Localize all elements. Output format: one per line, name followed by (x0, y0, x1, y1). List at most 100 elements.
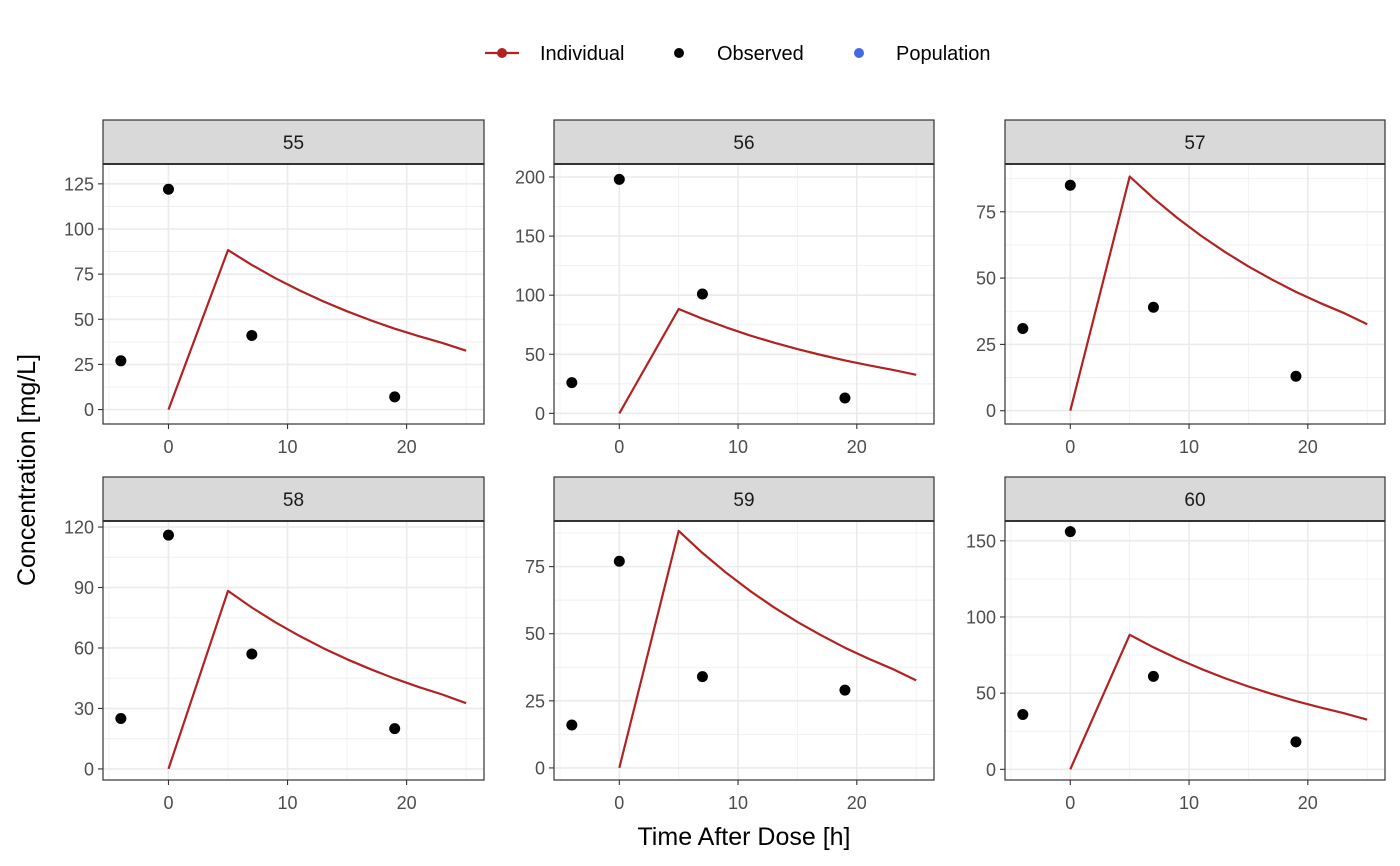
y-tick-label: 25 (525, 691, 545, 711)
x-tick-label: 20 (397, 437, 417, 457)
x-tick-label: 0 (614, 793, 624, 813)
observed-point (115, 713, 127, 725)
y-tick-label: 150 (515, 227, 545, 247)
facet-panel-56: 56 0 50 100 150 200 0 10 20 (515, 119, 935, 457)
x-tick-label: 20 (397, 793, 417, 813)
y-axis-title: Concentration [mg/L] (13, 354, 41, 586)
y-tick-label: 50 (976, 684, 996, 704)
y-tick-label: 0 (535, 758, 545, 778)
individual-curve (618, 307, 917, 414)
x-tick-label: 10 (278, 793, 298, 813)
x-tick-label: 20 (847, 793, 867, 813)
y-tick-label: 30 (74, 699, 94, 719)
legend-label-individual: Individual (540, 43, 625, 65)
observed-point (613, 173, 625, 185)
strip-background (1004, 119, 1386, 165)
y-tick-label: 50 (976, 269, 996, 289)
observed-point (162, 183, 174, 195)
observed-point (1017, 322, 1029, 334)
observed-point (839, 684, 851, 696)
panel-background (554, 164, 934, 424)
y-tick-label: 200 (515, 168, 545, 188)
x-tick-label: 0 (1065, 793, 1075, 813)
x-tick-label: 20 (1298, 793, 1318, 813)
strip-label: 57 (1184, 133, 1205, 154)
strip-label: 59 (733, 490, 754, 511)
facet-panel-60: 60 0 50 100 150 0 10 20 (966, 476, 1386, 813)
panel-background (1005, 164, 1385, 424)
individual-curve (167, 249, 467, 410)
y-tick-label: 0 (84, 400, 94, 420)
panel-background (1005, 521, 1385, 780)
observed-point (839, 392, 851, 404)
y-tick-label: 100 (515, 286, 545, 306)
y-tick-label: 0 (986, 401, 996, 421)
x-tick-label: 10 (728, 793, 748, 813)
panel-background (103, 164, 484, 424)
strip-label: 56 (733, 133, 754, 154)
y-tick-label: 0 (535, 404, 545, 424)
y-tick-label: 50 (525, 624, 545, 644)
y-tick-label: 50 (525, 345, 545, 365)
legend-label-population: Population (896, 43, 991, 65)
facet-panel-57: 57 0 25 50 75 0 10 20 (976, 119, 1386, 457)
strip-background (1004, 476, 1386, 522)
x-tick-label: 10 (1179, 793, 1199, 813)
x-tick-label: 0 (614, 437, 624, 457)
x-tick-label: 10 (728, 437, 748, 457)
observed-point (1147, 301, 1159, 313)
observed-point (389, 391, 401, 403)
observed-point (389, 723, 401, 735)
observed-point (1064, 526, 1076, 538)
legend: Individual Observed Population (485, 43, 991, 65)
y-tick-label: 25 (74, 355, 94, 375)
y-tick-label: 75 (976, 202, 996, 222)
observed-point (162, 529, 174, 541)
panel-background (554, 521, 934, 780)
individual-curve (1069, 175, 1368, 411)
observed-point (115, 355, 127, 367)
y-tick-label: 125 (64, 174, 94, 194)
observed-point (613, 555, 625, 567)
y-tick-label: 90 (74, 578, 94, 598)
panel-background (103, 521, 484, 780)
facet-panel-55: 55 0 25 50 75 100 125 0 10 20 (64, 119, 485, 457)
individual-curve (167, 589, 467, 770)
observed-point (1147, 670, 1159, 682)
observed-point (696, 288, 708, 300)
x-tick-label: 20 (847, 437, 867, 457)
y-tick-label: 150 (966, 531, 996, 551)
y-tick-label: 0 (84, 759, 94, 779)
observed-point (566, 719, 578, 731)
x-tick-label: 20 (1298, 437, 1318, 457)
facet-panel-58: 58 0 30 60 90 120 0 10 20 (64, 476, 485, 813)
facet-panel-59: 59 0 25 50 75 0 10 20 (525, 476, 935, 813)
x-tick-label: 10 (278, 437, 298, 457)
observed-point (566, 377, 578, 389)
observed-point (246, 330, 258, 342)
strip-label: 60 (1184, 490, 1205, 511)
y-tick-label: 0 (986, 760, 996, 780)
x-tick-label: 0 (163, 437, 173, 457)
legend-marker-population (854, 48, 864, 58)
strip-background (102, 476, 485, 522)
individual-curve (1069, 633, 1368, 770)
individual-curve (618, 529, 917, 769)
x-tick-label: 10 (1179, 437, 1199, 457)
x-tick-label: 0 (1065, 437, 1075, 457)
legend-marker-observed (674, 48, 684, 58)
observed-point (1290, 736, 1302, 748)
observed-point (1017, 708, 1029, 720)
y-tick-label: 25 (976, 335, 996, 355)
y-tick-label: 100 (966, 607, 996, 627)
x-tick-label: 0 (163, 793, 173, 813)
y-tick-label: 60 (74, 638, 94, 658)
strip-label: 55 (283, 133, 304, 154)
strip-background (553, 476, 935, 522)
observed-point (1064, 179, 1076, 191)
strip-background (553, 119, 935, 165)
observed-point (696, 671, 708, 683)
y-tick-label: 75 (525, 557, 545, 577)
